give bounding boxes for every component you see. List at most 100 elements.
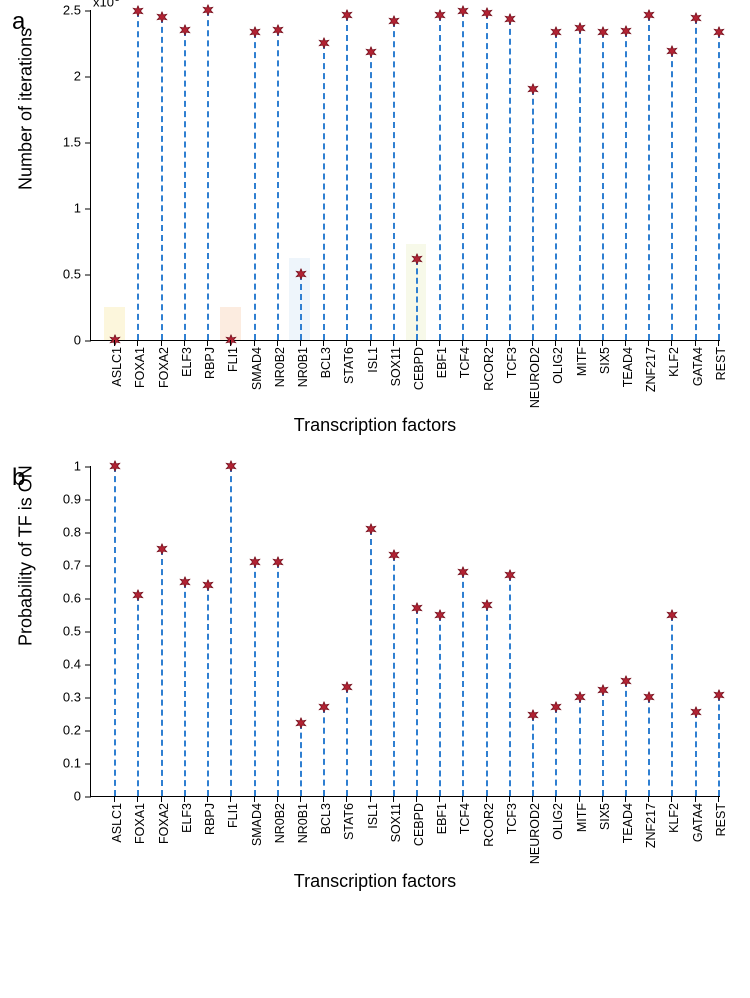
x-label: OLIG2 bbox=[551, 347, 565, 384]
data-marker bbox=[412, 602, 423, 613]
stem bbox=[671, 51, 673, 340]
data-marker bbox=[481, 7, 492, 18]
stem bbox=[695, 18, 697, 340]
stem bbox=[718, 695, 720, 796]
data-marker bbox=[551, 27, 562, 38]
stem bbox=[462, 11, 464, 340]
x-label: TEAD4 bbox=[621, 347, 635, 387]
stem bbox=[137, 11, 139, 340]
x-label: ASLC1 bbox=[110, 347, 124, 387]
stem bbox=[532, 89, 534, 340]
x-label: NR0B1 bbox=[296, 347, 310, 387]
data-marker bbox=[203, 5, 214, 16]
panel-b-x-title: Transcription factors bbox=[10, 871, 740, 892]
y-tick: 0.9 bbox=[63, 492, 81, 507]
panel-a-plot: x106 00.511.522.5 bbox=[90, 10, 720, 341]
data-marker bbox=[342, 682, 353, 693]
y-tick: 0.5 bbox=[63, 624, 81, 639]
x-label: NR0B2 bbox=[273, 347, 287, 387]
data-marker bbox=[110, 461, 121, 472]
stem bbox=[137, 595, 139, 796]
x-label: KLF2 bbox=[667, 803, 681, 833]
data-marker bbox=[272, 24, 283, 35]
data-marker bbox=[435, 10, 446, 21]
x-label: ELF3 bbox=[180, 347, 194, 377]
stem bbox=[184, 30, 186, 340]
data-marker bbox=[365, 47, 376, 58]
stem bbox=[114, 466, 116, 796]
x-label: TEAD4 bbox=[621, 803, 635, 843]
stem bbox=[648, 15, 650, 340]
data-marker bbox=[551, 701, 562, 712]
y-tick: 1 bbox=[74, 201, 81, 216]
stem bbox=[161, 17, 163, 340]
stem bbox=[602, 32, 604, 340]
panel-a-x-labels: ASLC1FOXA1FOXA2ELF3RBPJFLI1SMAD4NR0B2NR0… bbox=[90, 341, 740, 413]
figure: a Number of iterations x106 00.511.522.5… bbox=[0, 0, 750, 932]
stem bbox=[695, 712, 697, 796]
x-label: SOX11 bbox=[389, 347, 403, 386]
stem bbox=[346, 687, 348, 796]
y-tick: 0 bbox=[74, 789, 81, 804]
y-tick: 0.8 bbox=[63, 525, 81, 540]
y-tick: 0.3 bbox=[63, 690, 81, 705]
stem bbox=[184, 582, 186, 797]
data-marker bbox=[388, 550, 399, 561]
data-marker bbox=[319, 38, 330, 49]
data-marker bbox=[295, 269, 306, 280]
data-marker bbox=[713, 27, 724, 38]
data-marker bbox=[644, 692, 655, 703]
stem bbox=[277, 30, 279, 340]
data-marker bbox=[644, 10, 655, 21]
x-label: ZNF217 bbox=[644, 347, 658, 392]
data-marker bbox=[133, 6, 144, 17]
stem bbox=[462, 572, 464, 796]
data-marker bbox=[249, 27, 260, 38]
panel-b: b Probability of TF is ON 00.10.20.30.40… bbox=[10, 466, 740, 892]
x-label: STAT6 bbox=[342, 803, 356, 840]
stem bbox=[579, 28, 581, 340]
data-marker bbox=[597, 685, 608, 696]
x-label: CEBPD bbox=[412, 803, 426, 846]
x-label: BCL3 bbox=[319, 803, 333, 834]
x-label: TCF4 bbox=[458, 347, 472, 378]
data-marker bbox=[504, 569, 515, 580]
data-marker bbox=[365, 523, 376, 534]
stem bbox=[671, 615, 673, 797]
stem bbox=[625, 681, 627, 797]
stem bbox=[207, 10, 209, 340]
data-marker bbox=[690, 12, 701, 23]
stem bbox=[718, 32, 720, 340]
y-tick: 0.5 bbox=[63, 267, 81, 282]
stem bbox=[300, 723, 302, 796]
data-marker bbox=[319, 701, 330, 712]
y-tick: 0.2 bbox=[63, 723, 81, 738]
stem bbox=[439, 15, 441, 340]
x-label: SMAD4 bbox=[250, 803, 264, 846]
panel-a-stems bbox=[91, 10, 720, 340]
data-marker bbox=[342, 10, 353, 21]
data-marker bbox=[597, 27, 608, 38]
data-marker bbox=[667, 45, 678, 56]
panel-b-stems bbox=[91, 466, 720, 796]
x-label: TCF3 bbox=[505, 347, 519, 378]
y-tick: 2.5 bbox=[63, 3, 81, 18]
data-marker bbox=[272, 556, 283, 567]
stem bbox=[532, 715, 534, 796]
stem bbox=[416, 259, 418, 340]
x-label: SIX5 bbox=[598, 803, 612, 830]
stem bbox=[323, 707, 325, 796]
x-label: TCF3 bbox=[505, 803, 519, 834]
stem bbox=[486, 13, 488, 340]
stem bbox=[370, 52, 372, 340]
x-label: NR0B2 bbox=[273, 803, 287, 843]
x-label: FOXA2 bbox=[157, 347, 171, 388]
data-marker bbox=[156, 11, 167, 22]
y-tick: 0 bbox=[74, 333, 81, 348]
y-tick: 0.7 bbox=[63, 558, 81, 573]
x-label: MITF bbox=[575, 803, 589, 832]
stem bbox=[648, 697, 650, 796]
x-label: TCF4 bbox=[458, 803, 472, 834]
panel-b-y-title: Probability of TF is ON bbox=[16, 465, 37, 646]
x-label: ASLC1 bbox=[110, 803, 124, 843]
